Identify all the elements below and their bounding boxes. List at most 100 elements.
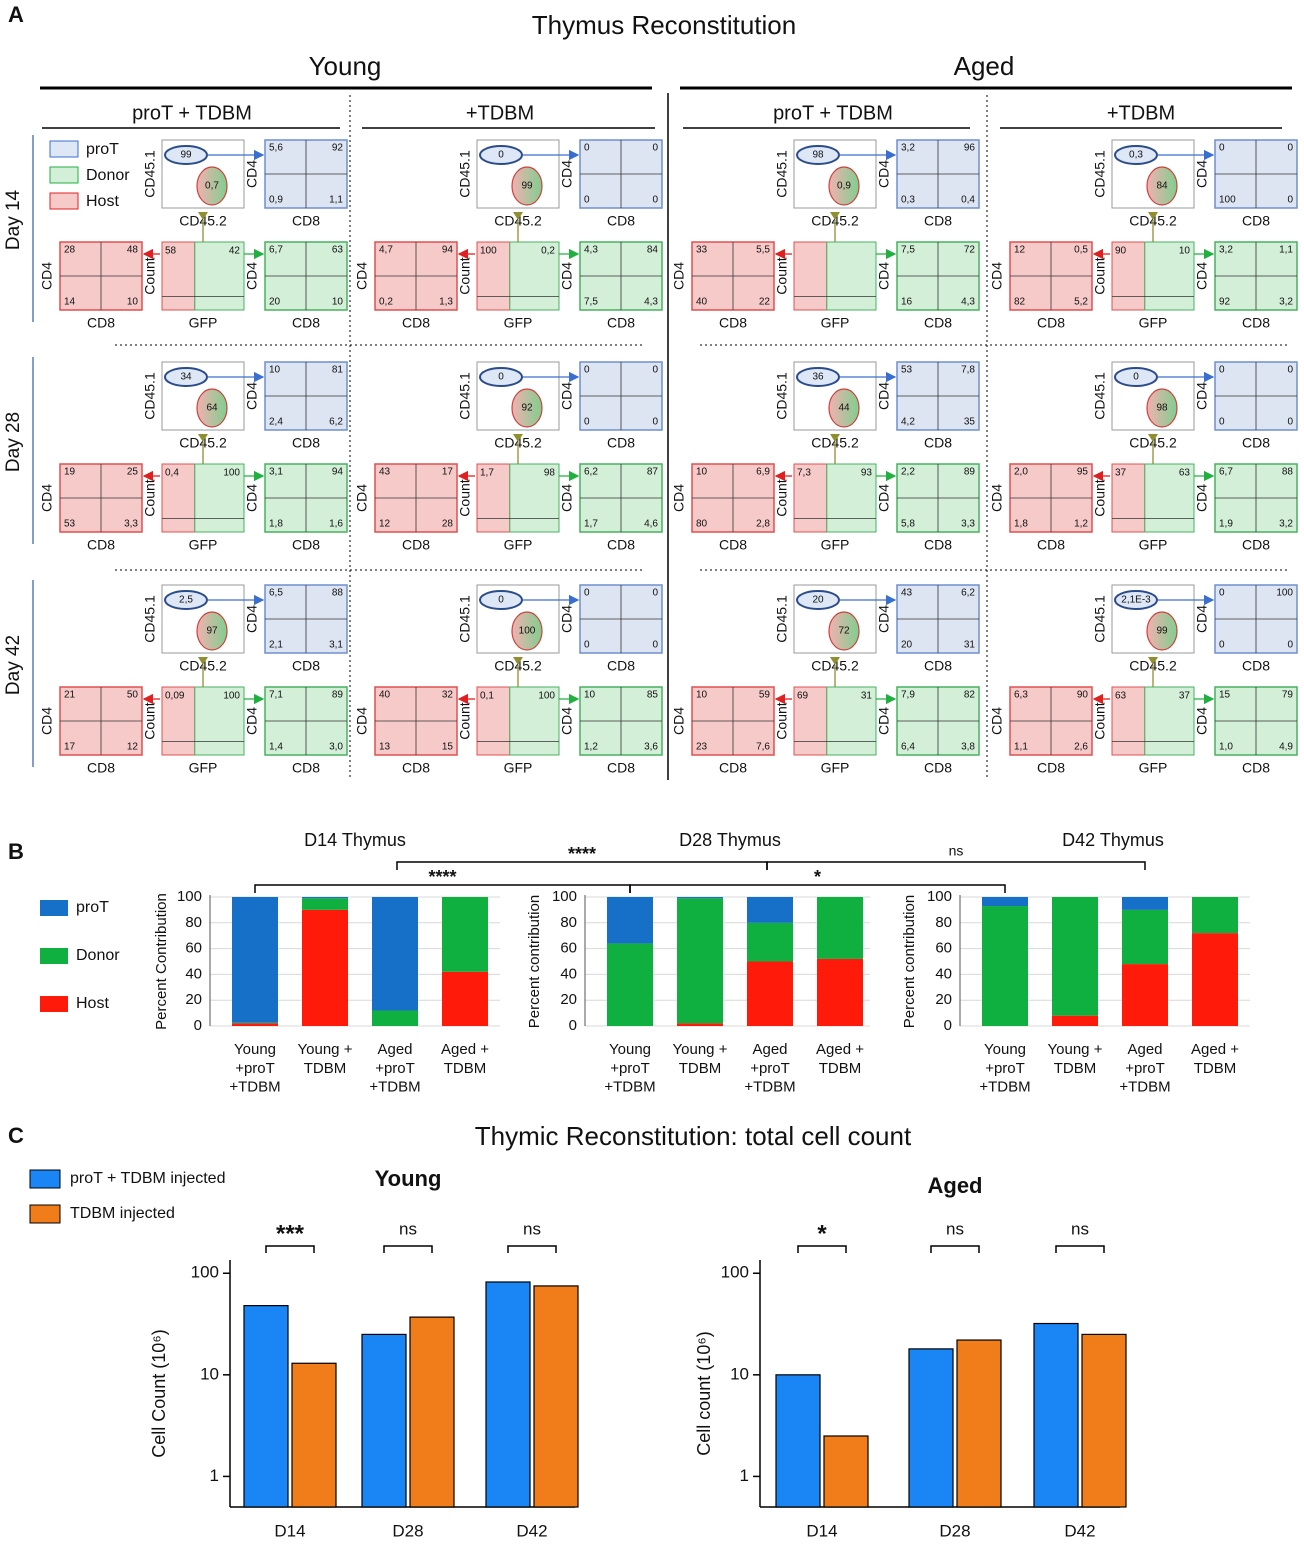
x-tick-label: Young + TDBM bbox=[1048, 1041, 1103, 1077]
quadrant-value: 4,7 bbox=[379, 245, 393, 256]
axis-label: CD45.1 bbox=[142, 595, 158, 643]
gfp-value: 100 bbox=[223, 691, 240, 702]
quadrant-value: 0 bbox=[652, 417, 658, 428]
bar-segment bbox=[442, 897, 488, 972]
legend-swatch bbox=[40, 996, 68, 1012]
arrow-head bbox=[830, 434, 840, 442]
bar bbox=[1081, 1333, 1127, 1508]
x-tick-label: D28 bbox=[939, 1521, 970, 1540]
quadrant-value: 12 bbox=[127, 742, 139, 753]
axis-label: CD8 bbox=[719, 760, 747, 776]
gfp-value: 69 bbox=[797, 691, 809, 702]
gfp-value: 93 bbox=[861, 468, 873, 479]
x-tick-label: D28 bbox=[392, 1521, 423, 1540]
donor-gate bbox=[1144, 241, 1195, 311]
quadrant-value: 7,8 bbox=[961, 365, 975, 376]
quadrant-value: 10 bbox=[127, 297, 139, 308]
arrow-head bbox=[513, 657, 523, 665]
axis-label: Count bbox=[457, 702, 473, 739]
quadrant-value: 50 bbox=[127, 690, 139, 701]
axis-label: CD45.1 bbox=[142, 150, 158, 198]
quadrant-value: 4,9 bbox=[1279, 742, 1293, 753]
quadrant-value: 7,6 bbox=[756, 742, 770, 753]
legend-label: Donor bbox=[86, 167, 130, 184]
donor-gate bbox=[1144, 686, 1195, 756]
bar-segment bbox=[677, 897, 723, 899]
significance-bracket bbox=[507, 1245, 557, 1253]
donor-gate bbox=[828, 611, 860, 651]
y-tick-label: 40 bbox=[935, 965, 952, 982]
y-tick-label: 0 bbox=[944, 1017, 952, 1034]
bar bbox=[485, 1281, 531, 1508]
legend-swatch bbox=[49, 192, 79, 210]
day-label: Day 42 bbox=[3, 635, 24, 695]
y-axis-label: Percent Contribution bbox=[153, 893, 170, 1030]
axis-label: CD4 bbox=[876, 605, 892, 633]
quadrant-value: 1,1 bbox=[1014, 742, 1028, 753]
y-tick-label: 80 bbox=[935, 914, 952, 931]
quadrant-value: 3,3 bbox=[961, 519, 975, 530]
y-tick-label: 40 bbox=[560, 965, 577, 982]
quadrant-value: 3,1 bbox=[329, 640, 343, 651]
quadrant-value: 3,3 bbox=[124, 519, 138, 530]
host-gate bbox=[476, 686, 511, 756]
bar-segment bbox=[1122, 909, 1168, 965]
legend-label: TDBM injected bbox=[70, 1205, 175, 1222]
axis-label: GFP bbox=[821, 760, 850, 776]
quadrant-value: 40 bbox=[379, 690, 391, 701]
quadrant-value: 0 bbox=[652, 588, 658, 599]
significance-bracket bbox=[930, 1245, 980, 1253]
quadrant-value: 6,2 bbox=[961, 588, 975, 599]
quadrant-value: 10 bbox=[269, 365, 281, 376]
chart-title: D14 Thymus bbox=[304, 830, 406, 850]
axis-label: CD4 bbox=[39, 707, 55, 735]
legend-swatch bbox=[40, 948, 68, 964]
chart-title: Aged bbox=[928, 1173, 983, 1198]
donor-gate bbox=[1144, 463, 1195, 533]
axis-label: CD4 bbox=[354, 707, 370, 735]
axis-label: CD45.1 bbox=[1092, 372, 1108, 420]
quadrant-value: 10 bbox=[584, 690, 596, 701]
x-tick-label: Aged + TDBM bbox=[441, 1041, 489, 1077]
quadrant-value: 87 bbox=[647, 467, 659, 478]
gate-value: 99 bbox=[521, 181, 533, 192]
quadrant-value: 35 bbox=[964, 417, 976, 428]
gate-value: 34 bbox=[180, 372, 192, 383]
gate-value: 0,9 bbox=[837, 181, 851, 192]
donor-gate bbox=[1146, 388, 1178, 428]
quadrant-value: 6,4 bbox=[901, 742, 915, 753]
quadrant-value: 4,3 bbox=[584, 245, 598, 256]
bar-segment bbox=[677, 1023, 723, 1026]
bar bbox=[956, 1339, 1002, 1508]
quadrant-value: 4,2 bbox=[901, 417, 915, 428]
quadrant-value: 32 bbox=[442, 690, 454, 701]
quadrant-value: 5,2 bbox=[1074, 297, 1088, 308]
quadrant-value: 1,1 bbox=[329, 195, 343, 206]
quadrant-value: 94 bbox=[442, 245, 454, 256]
legend-label: Host bbox=[76, 995, 109, 1012]
x-tick-label: Young + TDBM bbox=[673, 1041, 728, 1077]
gate-value: 44 bbox=[838, 403, 850, 414]
quadrant-value: 0 bbox=[1219, 640, 1225, 651]
bar bbox=[533, 1285, 579, 1508]
quadrant-value: 17 bbox=[64, 742, 76, 753]
quadrant-value: 2,4 bbox=[269, 417, 283, 428]
legend-swatch bbox=[49, 166, 79, 184]
axis-label: CD4 bbox=[876, 160, 892, 188]
y-tick-label: 60 bbox=[185, 940, 202, 957]
quadrant-value: 59 bbox=[759, 690, 771, 701]
prot-gate bbox=[479, 145, 523, 165]
gate-value: 2,5 bbox=[179, 595, 193, 606]
gate-value: 0 bbox=[1133, 372, 1139, 383]
quadrant-value: 88 bbox=[1282, 467, 1294, 478]
bar-segment bbox=[302, 909, 348, 1026]
x-tick-label: Aged + TDBM bbox=[816, 1041, 864, 1077]
bar bbox=[775, 1374, 821, 1508]
axis-label: GFP bbox=[189, 315, 218, 331]
quadrant-value: 0 bbox=[584, 417, 590, 428]
axis-label: CD4 bbox=[989, 484, 1005, 512]
x-tick-label: D42 bbox=[516, 1521, 547, 1540]
x-tick-label: Aged + TDBM bbox=[1191, 1041, 1239, 1077]
quadrant-value: 94 bbox=[332, 467, 344, 478]
axis-label: CD8 bbox=[402, 315, 430, 331]
